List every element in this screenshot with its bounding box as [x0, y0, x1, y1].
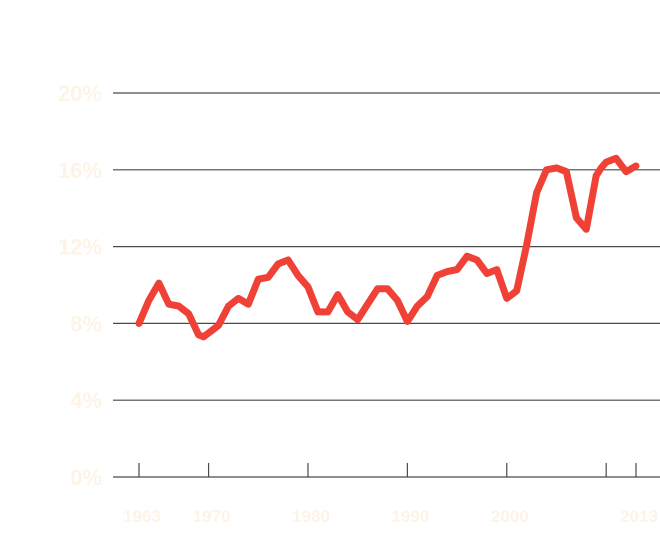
y-tick-label: 0%: [70, 465, 102, 490]
series-line-0: [135, 154, 640, 341]
series-layer: [135, 154, 640, 341]
x-axis-ticks: [138, 463, 637, 477]
y-tick-label: 20%: [58, 81, 102, 106]
y-axis-tick-labels: 0% 4% 8% 12% 16% 20%: [58, 81, 102, 490]
y-tick-label: 16%: [58, 158, 102, 183]
grid-lines: [113, 92, 660, 478]
x-tick-label: 2013: [620, 507, 658, 526]
x-axis-tick-labels: 1963 1970 1980 1990 2000 2013: [123, 507, 658, 526]
x-tick-label: 1990: [391, 507, 429, 526]
x-tick-label: 1970: [193, 507, 231, 526]
y-tick-label: 12%: [58, 235, 102, 260]
x-tick-label: 1963: [123, 507, 161, 526]
y-tick-label: 4%: [70, 388, 102, 413]
y-tick-label: 8%: [70, 311, 102, 336]
x-tick-label: 1980: [292, 507, 330, 526]
x-tick-label: 2000: [491, 507, 529, 526]
